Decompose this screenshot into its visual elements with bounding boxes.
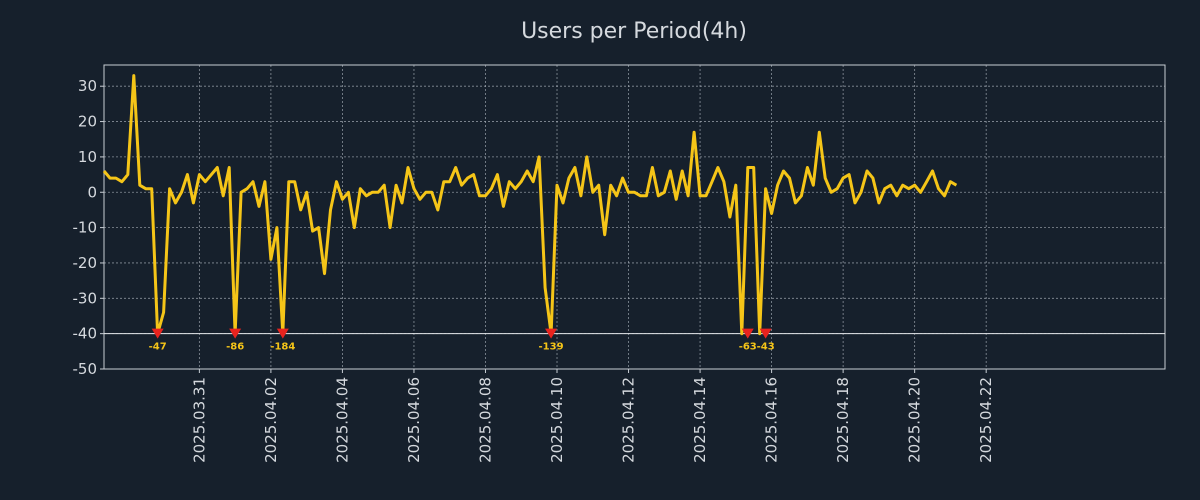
clip-annotation-label: -139 [539,342,564,353]
clip-marker [741,328,754,339]
clip-marker [151,328,164,339]
x-tick-label: 2025.04.04 [333,377,351,463]
clip-marker [276,328,289,339]
clip-annotation-label: -86 [226,342,244,353]
x-tick-label: 2025.04.02 [262,377,280,463]
x-tick-label: 2025.04.22 [977,377,995,463]
x-tick-label: 2025.04.10 [548,377,566,463]
annotations-group: -47 -86 -184 -139 -63 -43 [149,342,775,353]
x-tick-label: 2025.04.06 [405,377,423,463]
y-tick-label: 30 [78,77,97,95]
x-tick-label: 2025.04.08 [476,377,494,463]
clip-annotation-label: -184 [270,342,295,353]
series-group [102,74,958,336]
x-tick-label: 2025.04.16 [763,377,781,463]
y-tick-label: -10 [73,219,98,237]
markers-group [151,328,772,339]
clip-annotation-label: -43 [757,342,775,353]
y-tick-label: -50 [73,360,98,378]
series-line-users [102,74,958,336]
y-tick-label: 0 [87,183,97,201]
x-tick-label: 2025.04.14 [691,377,709,463]
plot-frame [103,64,1166,370]
y-tick-label: 20 [78,113,97,131]
y-axis: 30 20 10 0 -10 -20 -30 -40 -50 [73,77,104,378]
grid [104,65,1165,370]
x-tick-label: 2025.03.31 [190,377,208,463]
y-tick-label: -30 [73,289,98,307]
y-tick-label: -40 [73,325,98,343]
x-tick-label: 2025.04.12 [620,377,638,463]
clip-annotation-label: -63 [739,342,757,353]
chart-title: Users per Period(4h) [521,19,747,44]
y-tick-label: 10 [78,148,97,166]
clip-marker [759,328,772,339]
clip-marker [545,328,558,339]
x-tick-label: 2025.04.20 [906,377,924,463]
x-tick-label: 2025.04.18 [834,377,852,463]
y-tick-label: -20 [73,254,98,272]
x-axis: 2025.03.31 2025.04.02 2025.04.04 2025.04.06… [190,369,995,463]
clip-annotation-label: -47 [149,342,167,353]
clip-marker [229,328,242,339]
